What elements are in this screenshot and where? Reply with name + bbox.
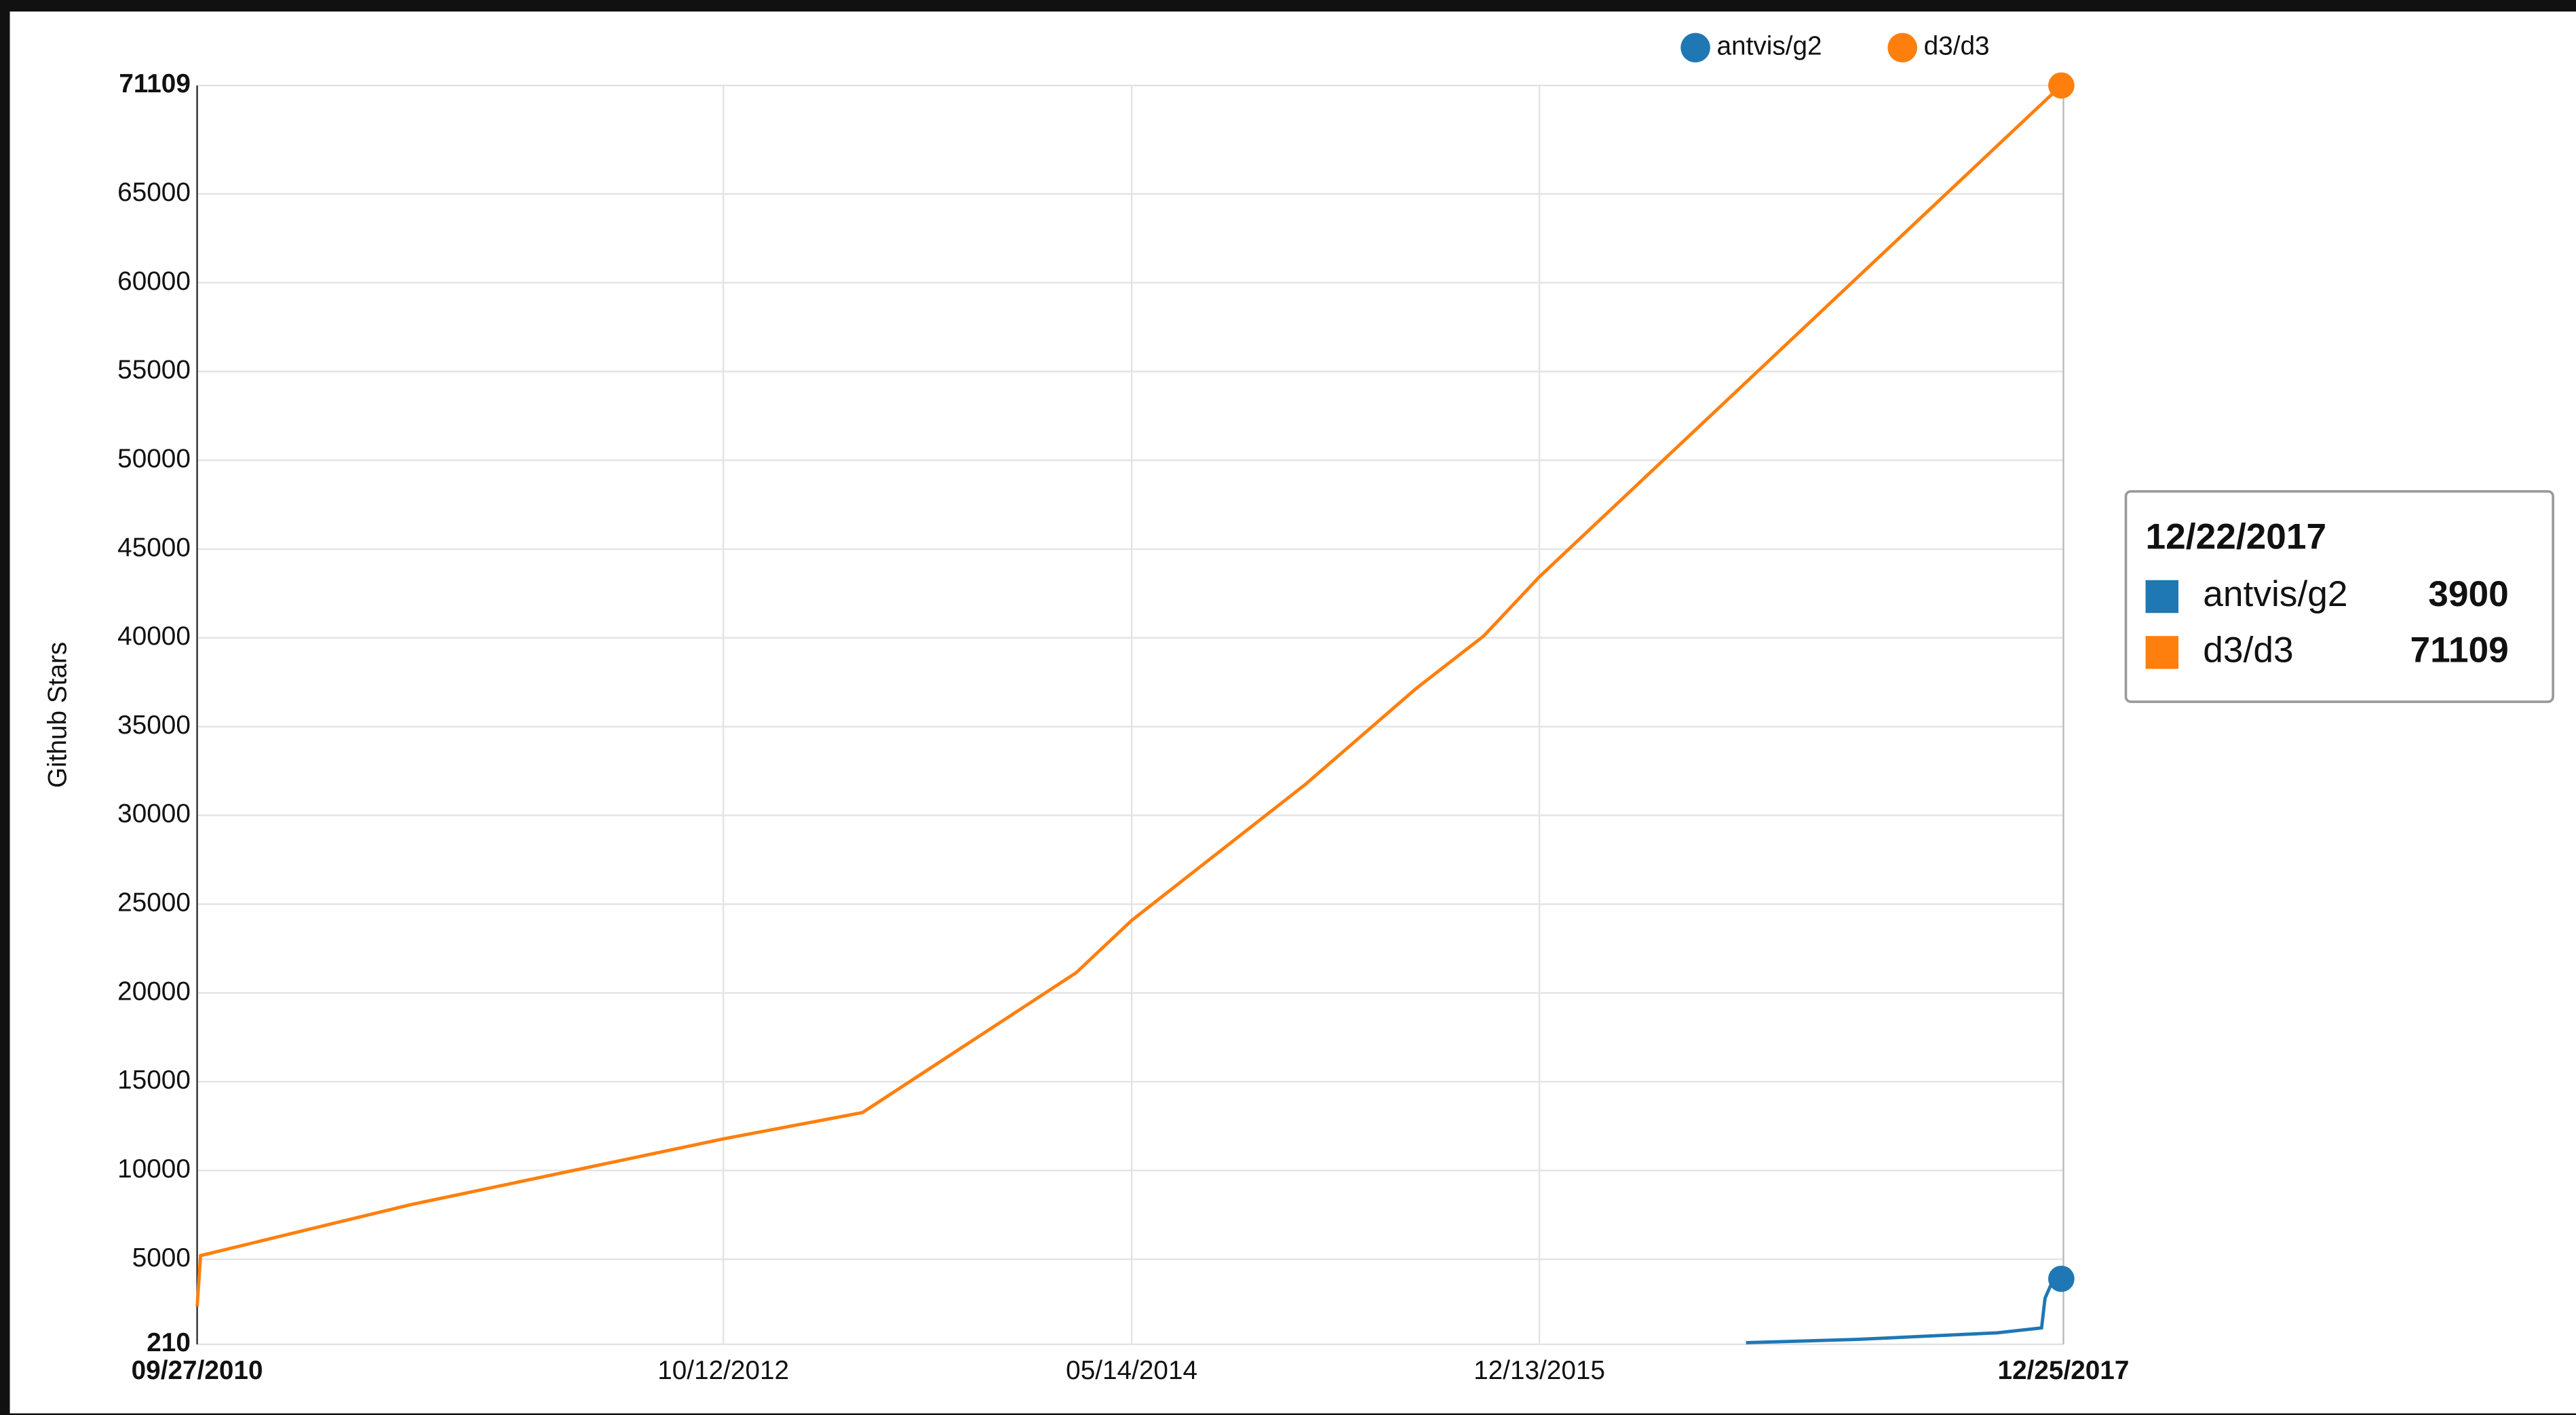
tooltip-value: 71109 bbox=[2410, 630, 2509, 670]
tooltip-name: d3/d3 bbox=[2203, 630, 2293, 670]
tooltip-swatch bbox=[2145, 636, 2178, 669]
y-tick-label: 30000 bbox=[117, 799, 191, 829]
legend-swatch bbox=[1680, 33, 1710, 63]
tooltip: 12/22/2017 antvis/g2 3900 d3/d3 71109 bbox=[2124, 490, 2554, 703]
chart-panel bbox=[9, 11, 2576, 1414]
y-tick-label: 65000 bbox=[117, 178, 191, 207]
legend-label: antvis/g2 bbox=[1717, 31, 1822, 60]
y-tick-label: 210 bbox=[147, 1328, 191, 1357]
x-tick-label: 12/13/2015 bbox=[1474, 1356, 1605, 1385]
tooltip-name: antvis/g2 bbox=[2203, 574, 2347, 614]
point-marker bbox=[2048, 72, 2075, 99]
legend-swatch bbox=[1887, 33, 1917, 63]
y-tick-label: 5000 bbox=[132, 1243, 191, 1272]
y-tick-label: 40000 bbox=[117, 622, 191, 651]
y-tick-label: 71109 bbox=[119, 69, 191, 98]
legend-label: d3/d3 bbox=[1924, 31, 1990, 60]
y-tick-label: 15000 bbox=[117, 1065, 191, 1095]
tooltip-box bbox=[2124, 490, 2554, 703]
y-tick-label: 55000 bbox=[117, 356, 191, 385]
tooltip-title: 12/22/2017 bbox=[2146, 516, 2327, 556]
y-tick-label: 35000 bbox=[117, 711, 191, 740]
x-tick-label: 10/12/2012 bbox=[657, 1356, 789, 1385]
tooltip-value: 3900 bbox=[2428, 574, 2508, 614]
y-tick-label: 60000 bbox=[117, 267, 191, 296]
y-axis-label: Github Stars bbox=[43, 642, 72, 788]
y-tick-label: 25000 bbox=[117, 888, 191, 918]
y-tick-label: 20000 bbox=[117, 977, 191, 1006]
tooltip-swatch bbox=[2145, 580, 2178, 614]
y-tick-label: 10000 bbox=[117, 1154, 191, 1184]
y-tick-label: 50000 bbox=[117, 444, 191, 473]
x-tick-label: 09/27/2010 bbox=[132, 1356, 263, 1385]
x-tick-label: 12/25/2017 bbox=[1998, 1356, 2130, 1385]
point-marker bbox=[2048, 1265, 2075, 1292]
x-tick-label: 05/14/2014 bbox=[1066, 1356, 1197, 1385]
line bbox=[195, 84, 2062, 1307]
y-tick-label: 45000 bbox=[117, 533, 191, 562]
